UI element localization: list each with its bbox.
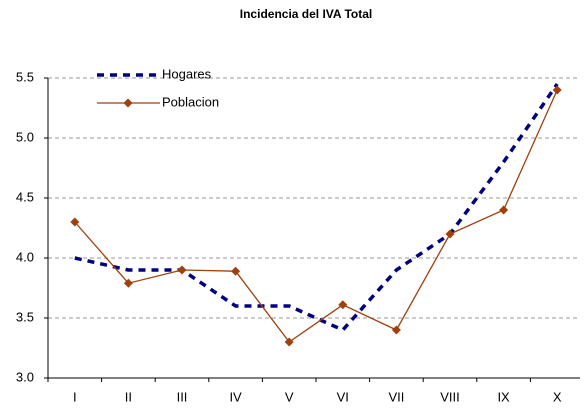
legend-label: Poblacion — [162, 94, 219, 109]
x-tick-label: III — [177, 389, 188, 404]
marker — [123, 278, 133, 288]
x-tick-label: IX — [497, 389, 510, 404]
marker — [231, 266, 241, 276]
legend-label: Hogares — [162, 66, 212, 81]
y-tick-label: 5.0 — [16, 129, 34, 144]
marker — [499, 205, 509, 215]
x-tick-label: I — [73, 389, 77, 404]
series-line — [74, 83, 559, 333]
marker — [70, 217, 80, 227]
x-tick-label: V — [285, 389, 294, 404]
marker — [177, 265, 187, 275]
marker — [445, 229, 455, 239]
x-tick-label: II — [125, 389, 132, 404]
y-tick-label: 4.0 — [16, 249, 34, 264]
x-tick-label: VII — [388, 389, 404, 404]
y-tick-label: 3.5 — [16, 309, 34, 324]
x-tick-label: VIII — [440, 389, 460, 404]
marker — [284, 337, 294, 347]
y-tick-label: 3.0 — [16, 369, 34, 384]
marker — [338, 300, 348, 310]
x-tick-label: VI — [337, 389, 349, 404]
chart-title: Incidencia del IVA Total — [240, 7, 372, 21]
y-tick-label: 5.5 — [16, 69, 34, 84]
x-tick-label: X — [553, 389, 562, 404]
series-line — [74, 89, 558, 343]
marker — [391, 325, 401, 335]
y-tick-label: 4.5 — [16, 189, 34, 204]
legend-marker — [123, 98, 133, 108]
marker — [552, 85, 562, 95]
x-tick-label: IV — [229, 389, 242, 404]
